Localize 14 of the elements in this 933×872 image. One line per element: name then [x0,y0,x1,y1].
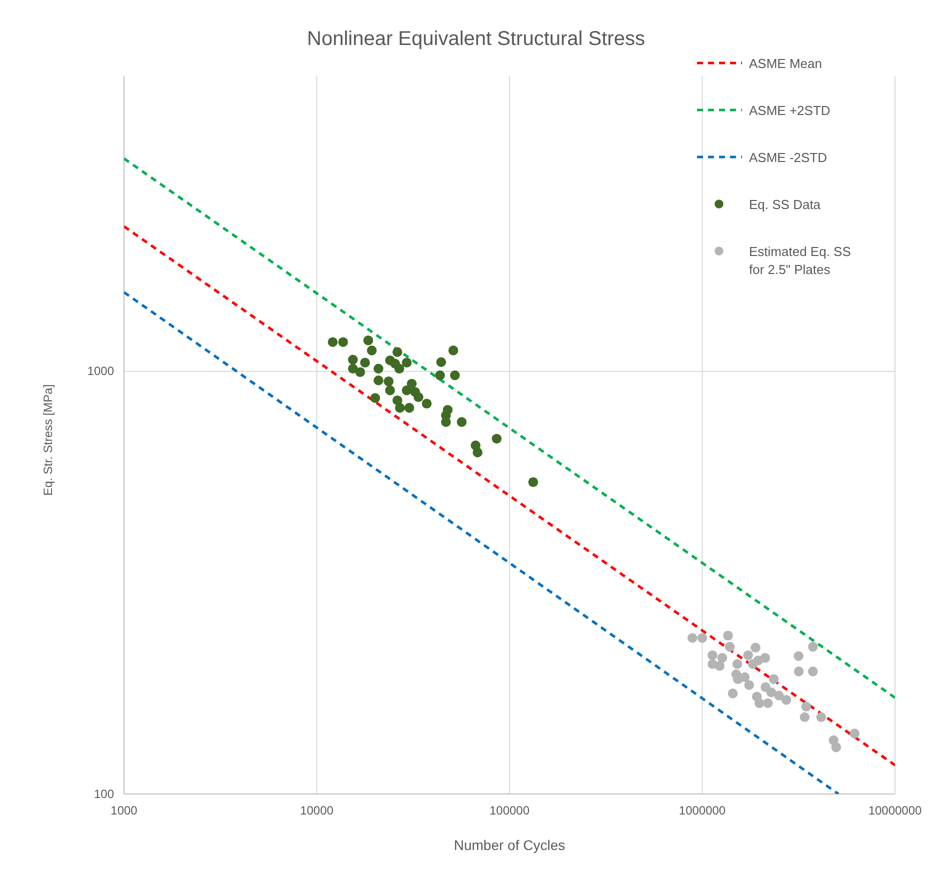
y-tick-label: 100 [94,786,114,801]
legend-label: Eq. SS Data [749,197,822,212]
x-tick-label: 1000 [110,804,138,818]
x-tick-label: 10000 [300,804,334,818]
legend-label: ASME -2STD [749,150,828,165]
legend-label: ASME Mean [749,56,822,71]
legend-label: Estimated Eq. SS for 2.5" Plates [749,244,852,277]
legend-label: ASME +2STD [749,103,830,118]
y-axis-title: Eq. Str. Stress [MPa] [41,384,55,496]
chart-title: Nonlinear Equivalent Structural Stress [307,28,645,50]
x-tick-label: 1000000 [678,804,726,818]
x-tick-label: 100000 [489,804,530,818]
x-tick-label: 10000000 [868,804,922,818]
x-axis-title: Number of Cycles [454,837,566,853]
